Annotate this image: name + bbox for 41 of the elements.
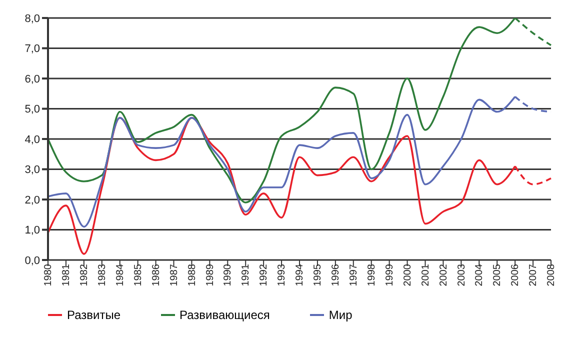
x-tick-label: 1990 (222, 264, 234, 286)
x-tick-label: 1992 (258, 264, 270, 286)
x-tick-label: 1985 (132, 264, 144, 286)
x-tick-label: 1980 (43, 264, 54, 286)
x-tick-label: 1989 (204, 264, 216, 286)
x-tick-label: 2003 (456, 264, 468, 286)
y-tick-label: 2,0 (24, 194, 40, 206)
y-tick-label: 6,0 (24, 73, 40, 86)
x-tick-label: 1997 (348, 264, 360, 286)
x-tick-label: 1999 (384, 264, 396, 286)
x-tick-label: 2006 (510, 264, 522, 286)
y-tick-label: 1,0 (24, 224, 40, 237)
y-tick-label: 5,0 (24, 104, 40, 116)
x-tick-label: 1983 (96, 264, 108, 286)
x-tick-label: 1981 (61, 264, 72, 286)
x-tick-label: 1995 (312, 264, 324, 286)
x-tick-label: 1988 (186, 264, 198, 286)
x-tick-label: 1987 (168, 264, 180, 286)
legend-label: Мир (328, 308, 352, 322)
y-tick-label: 7,0 (24, 43, 40, 56)
legend-label: Развитые (67, 308, 121, 322)
x-tick-label: 2007 (528, 264, 540, 286)
x-tick-label: 1994 (294, 264, 306, 286)
x-tick-label: 1996 (330, 264, 342, 286)
x-tick-label: 2005 (492, 264, 504, 286)
legend-label: Развивающиеся (180, 308, 270, 322)
x-tick-label: 1984 (114, 264, 126, 286)
x-tick-label: 1991 (240, 264, 252, 286)
x-tick-label: 1986 (150, 264, 162, 286)
x-tick-label: 2001 (420, 264, 432, 286)
x-tick-label: 1998 (366, 264, 378, 286)
y-tick-label: 4,0 (24, 134, 40, 146)
y-tick-label: 8,0 (24, 12, 40, 25)
x-tick-label: 2008 (546, 264, 558, 286)
x-tick-label: 2002 (438, 264, 450, 286)
x-tick-label: 1982 (79, 264, 90, 286)
x-tick-label: 1993 (276, 264, 288, 286)
x-tick-label: 2000 (402, 264, 414, 286)
x-tick-label: 2004 (474, 264, 486, 286)
y-tick-label: 3,0 (24, 164, 40, 176)
y-tick-label: 0,0 (24, 254, 40, 267)
